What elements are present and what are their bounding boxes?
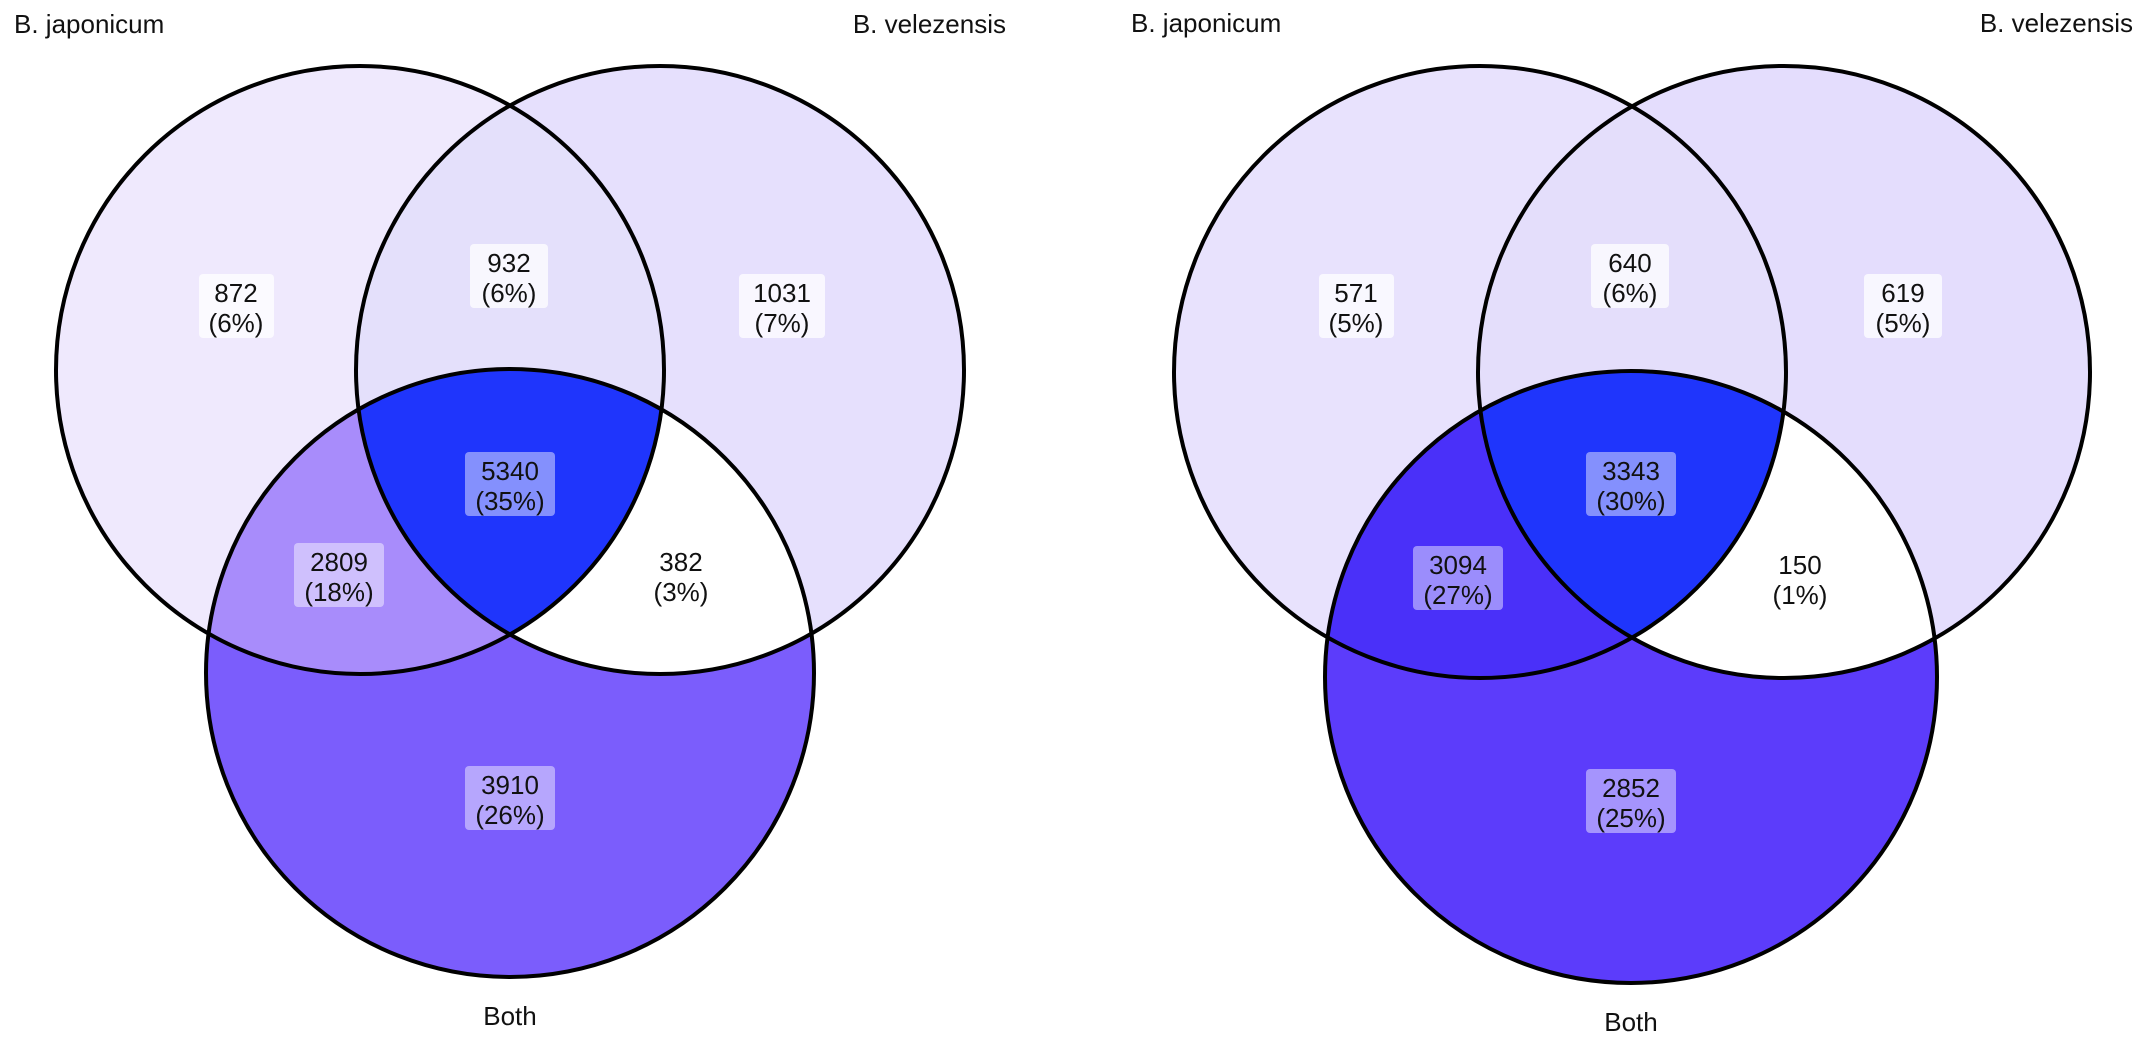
svg-text:640: 640 bbox=[1608, 248, 1651, 278]
set-label-left: B. japonicum bbox=[1131, 8, 1281, 38]
svg-text:619: 619 bbox=[1881, 278, 1924, 308]
svg-text:2809: 2809 bbox=[310, 547, 368, 577]
svg-text:(27%): (27%) bbox=[1423, 580, 1492, 610]
svg-text:3910: 3910 bbox=[481, 770, 539, 800]
value-label-bc: 150 (1%) bbox=[1761, 546, 1839, 610]
svg-text:2852: 2852 bbox=[1602, 773, 1660, 803]
set-label-right: B. velezensis bbox=[1980, 8, 2133, 38]
svg-text:(6%): (6%) bbox=[1603, 278, 1658, 308]
svg-text:(30%): (30%) bbox=[1596, 486, 1665, 516]
svg-text:(26%): (26%) bbox=[475, 800, 544, 830]
svg-text:382: 382 bbox=[659, 547, 702, 577]
svg-text:150: 150 bbox=[1778, 550, 1821, 580]
circle-outline-velezensis bbox=[354, 64, 966, 676]
value-label-ac: 3094 (27%) bbox=[1413, 546, 1503, 610]
svg-text:(6%): (6%) bbox=[482, 278, 537, 308]
svg-text:(25%): (25%) bbox=[1596, 803, 1665, 833]
svg-text:(7%): (7%) bbox=[755, 308, 810, 338]
value-label-c: 3910 (26%) bbox=[465, 766, 555, 830]
value-label-b: 619 (5%) bbox=[1864, 274, 1942, 338]
value-label-a: 571 (5%) bbox=[1319, 274, 1394, 338]
venn-diagram-2: B. japonicum B. velezensis Both 571 (5%)… bbox=[1131, 8, 2133, 1037]
value-label-abc: 3343 (30%) bbox=[1586, 452, 1676, 516]
value-label-c: 2852 (25%) bbox=[1586, 769, 1676, 833]
svg-text:872: 872 bbox=[214, 278, 257, 308]
svg-text:5340: 5340 bbox=[481, 456, 539, 486]
value-label-bc: 382 (3%) bbox=[640, 543, 722, 607]
svg-text:(35%): (35%) bbox=[475, 486, 544, 516]
svg-text:3343: 3343 bbox=[1602, 456, 1660, 486]
svg-text:(18%): (18%) bbox=[304, 577, 373, 607]
svg-text:571: 571 bbox=[1334, 278, 1377, 308]
circle-outline-japonicum bbox=[1172, 64, 1788, 680]
circle-outline-both bbox=[204, 367, 816, 979]
set-label-right: B. velezensis bbox=[853, 9, 1006, 39]
venn-diagram-1: B. japonicum B. velezensis Both 872 (6%)… bbox=[14, 9, 1006, 1031]
set-label-left: B. japonicum bbox=[14, 9, 164, 39]
value-label-ac: 2809 (18%) bbox=[294, 543, 384, 607]
svg-text:(5%): (5%) bbox=[1329, 308, 1384, 338]
value-label-a: 872 (6%) bbox=[199, 274, 274, 338]
set-label-bottom: Both bbox=[1604, 1007, 1658, 1037]
svg-text:3094: 3094 bbox=[1429, 550, 1487, 580]
value-label-ab: 932 (6%) bbox=[470, 244, 548, 308]
set-label-bottom: Both bbox=[483, 1001, 537, 1031]
svg-text:(6%): (6%) bbox=[209, 308, 264, 338]
svg-text:932: 932 bbox=[487, 248, 530, 278]
circle-outline-japonicum bbox=[54, 64, 666, 676]
svg-text:(3%): (3%) bbox=[654, 577, 709, 607]
svg-text:1031: 1031 bbox=[753, 278, 811, 308]
value-label-abc: 5340 (35%) bbox=[465, 452, 555, 516]
svg-text:(5%): (5%) bbox=[1876, 308, 1931, 338]
value-label-ab: 640 (6%) bbox=[1591, 244, 1669, 308]
circle-outline-both bbox=[1323, 369, 1939, 985]
value-label-b: 1031 (7%) bbox=[739, 274, 825, 338]
svg-text:(1%): (1%) bbox=[1773, 580, 1828, 610]
circle-outline-velezensis bbox=[1476, 64, 2092, 680]
